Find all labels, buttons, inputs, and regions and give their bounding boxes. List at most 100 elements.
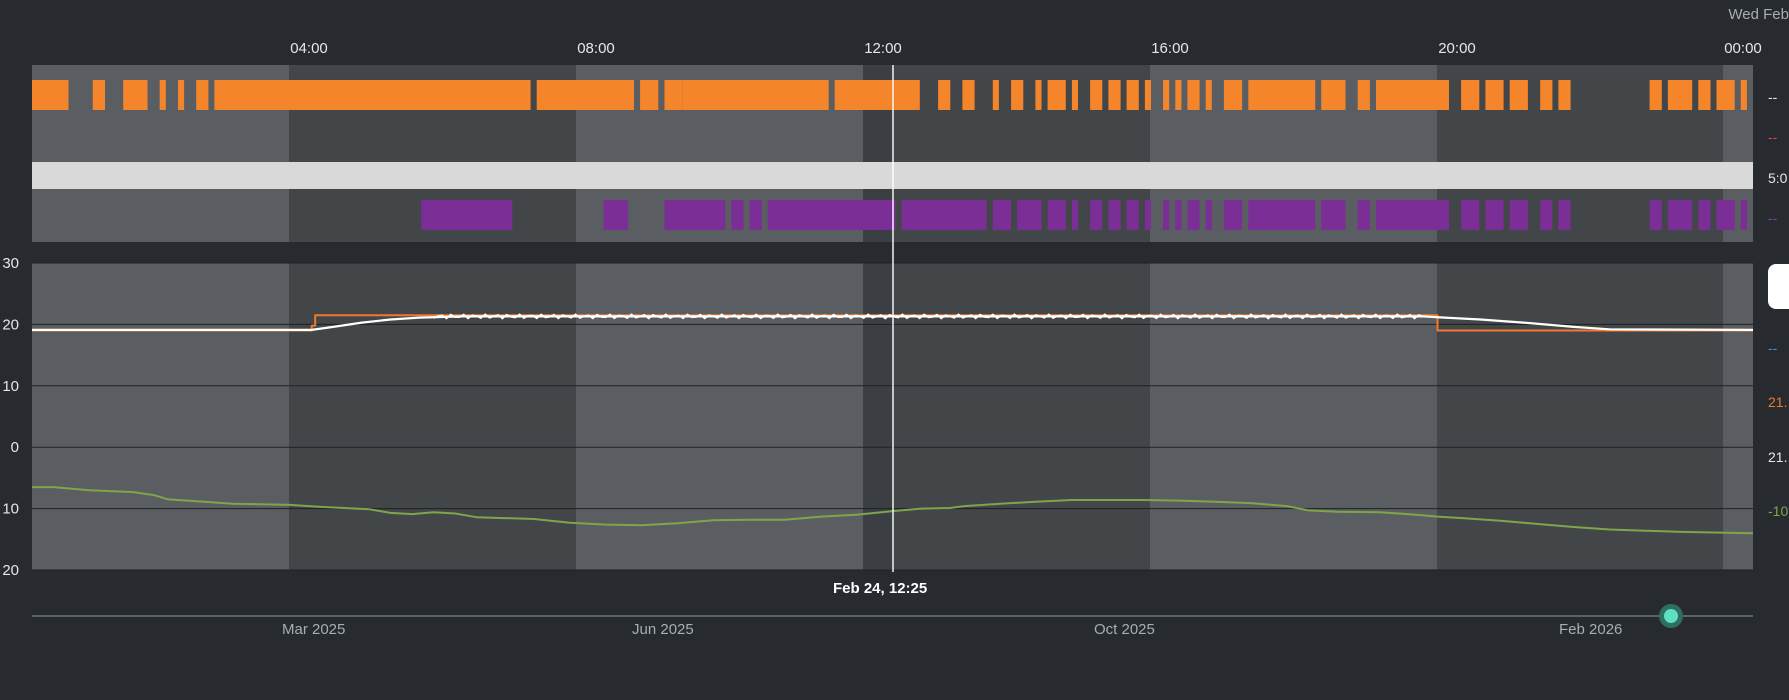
y-tick-label: 0 (11, 439, 19, 456)
heating-segment (834, 80, 920, 110)
right-value-current-temp: 21. (1768, 449, 1788, 465)
hour-band-bottom (576, 263, 863, 570)
heating-segment (1649, 80, 1662, 110)
active-segment (1540, 200, 1553, 230)
heating-segment (640, 80, 659, 110)
heating-segment (1163, 80, 1170, 110)
y-tick-label: 10 (2, 501, 19, 518)
heating-segment (1047, 80, 1066, 110)
active-segment (1321, 200, 1346, 230)
active-segment (1175, 200, 1182, 230)
heating-segment (1698, 80, 1711, 110)
heating-segment (1144, 80, 1151, 110)
slider-label-feb-2026: Feb 2026 (1559, 621, 1623, 638)
slider-label-oct-2025: Oct 2025 (1094, 621, 1155, 638)
heating-segment (1108, 80, 1121, 110)
heating-segment (1205, 80, 1212, 110)
slider-label-mar-2025: Mar 2025 (282, 621, 346, 638)
active-segment (1187, 200, 1200, 230)
heating-segment (1716, 80, 1735, 110)
range-slider-handle[interactable] (1659, 604, 1683, 628)
heating-segment (1248, 80, 1316, 110)
heating-segment (214, 80, 531, 110)
active-segment (1716, 200, 1735, 230)
right-value-humidity: -- (1768, 340, 1778, 356)
heating-segment (159, 80, 166, 110)
heating-segment (1175, 80, 1182, 110)
active-segment (1461, 200, 1480, 230)
tooltip-stub (1768, 264, 1789, 309)
time-axis: 04:00 08:00 12:00 16:00 20:00 00:00 (290, 40, 1762, 57)
active-segment (1090, 200, 1103, 230)
current-temp-oscillation (433, 313, 1424, 320)
heating-segment (1558, 80, 1571, 110)
active-segment (664, 200, 726, 230)
heating-segment (1321, 80, 1346, 110)
active-segment (1126, 200, 1139, 230)
active-segment (1071, 200, 1078, 230)
time-tick-label: 04:00 (290, 40, 328, 57)
time-tick-label: 16:00 (1151, 40, 1189, 57)
cursor-shade-bottom (863, 263, 893, 570)
active-segment (1017, 200, 1042, 230)
right-value-heating-target: -- (1768, 129, 1778, 145)
heating-segment (123, 80, 148, 110)
heating-segment (992, 80, 999, 110)
active-segment (1223, 200, 1243, 230)
temperature-lines[interactable] (32, 313, 1754, 535)
right-value-target-temp: 21. (1768, 394, 1788, 410)
range-slider-handle-dot (1664, 609, 1678, 623)
active-segment (1740, 200, 1747, 230)
active-segment (731, 200, 744, 230)
active-segment (1163, 200, 1170, 230)
heating-segment (536, 80, 634, 110)
heating-segment (664, 80, 683, 110)
active-segment (1485, 200, 1504, 230)
time-tick-label: 08:00 (577, 40, 615, 57)
y-tick-label: 20 (2, 316, 19, 333)
heating-segment (1011, 80, 1024, 110)
heating-segment (178, 80, 185, 110)
right-value-heating-state: -- (1768, 89, 1778, 105)
hour-band-bottom (1723, 263, 1753, 570)
active-segment (767, 200, 896, 230)
active-segment (1047, 200, 1066, 230)
heating-segment (1090, 80, 1103, 110)
heating-segment (1187, 80, 1200, 110)
active-segment (1144, 200, 1151, 230)
active-segment (603, 200, 628, 230)
y-tick-label: 30 (2, 255, 19, 272)
hour-band-bottom (1437, 263, 1723, 570)
heating-segment (1485, 80, 1504, 110)
time-tick-label: 20:00 (1438, 40, 1476, 57)
range-slider-track[interactable] (32, 615, 1753, 617)
y-axis: 30 20 10 0 10 20 (2, 255, 19, 579)
active-segment (1376, 200, 1449, 230)
active-segment (1649, 200, 1662, 230)
heating-segment (1357, 80, 1370, 110)
right-value-outdoor-temp: -10 (1768, 503, 1789, 519)
hour-band-bottom (32, 263, 289, 570)
heating-segment (1376, 80, 1449, 110)
active-segment (1205, 200, 1212, 230)
right-value-hvac-mode: 5:0 (1768, 170, 1788, 186)
active-segment (1357, 200, 1370, 230)
y-tick-label: 20 (2, 562, 19, 579)
active-segment (1108, 200, 1121, 230)
heating-segment (1035, 80, 1042, 110)
heating-segment (1223, 80, 1243, 110)
cursor-time-label: Feb 24, 12:25 (833, 580, 928, 597)
active-segment (421, 200, 513, 230)
time-tick-label: 12:00 (864, 40, 902, 57)
right-value-hvac-action: -- (1768, 210, 1778, 226)
y-tick-label: 10 (2, 378, 19, 395)
hour-band-bottom (863, 263, 1150, 570)
heating-segment (1126, 80, 1139, 110)
heating-segment (32, 80, 69, 110)
heating-segment (682, 80, 829, 110)
heating-segment (938, 80, 951, 110)
hour-band-bottom (1150, 263, 1437, 570)
outdoor-temp-line (32, 486, 1754, 535)
